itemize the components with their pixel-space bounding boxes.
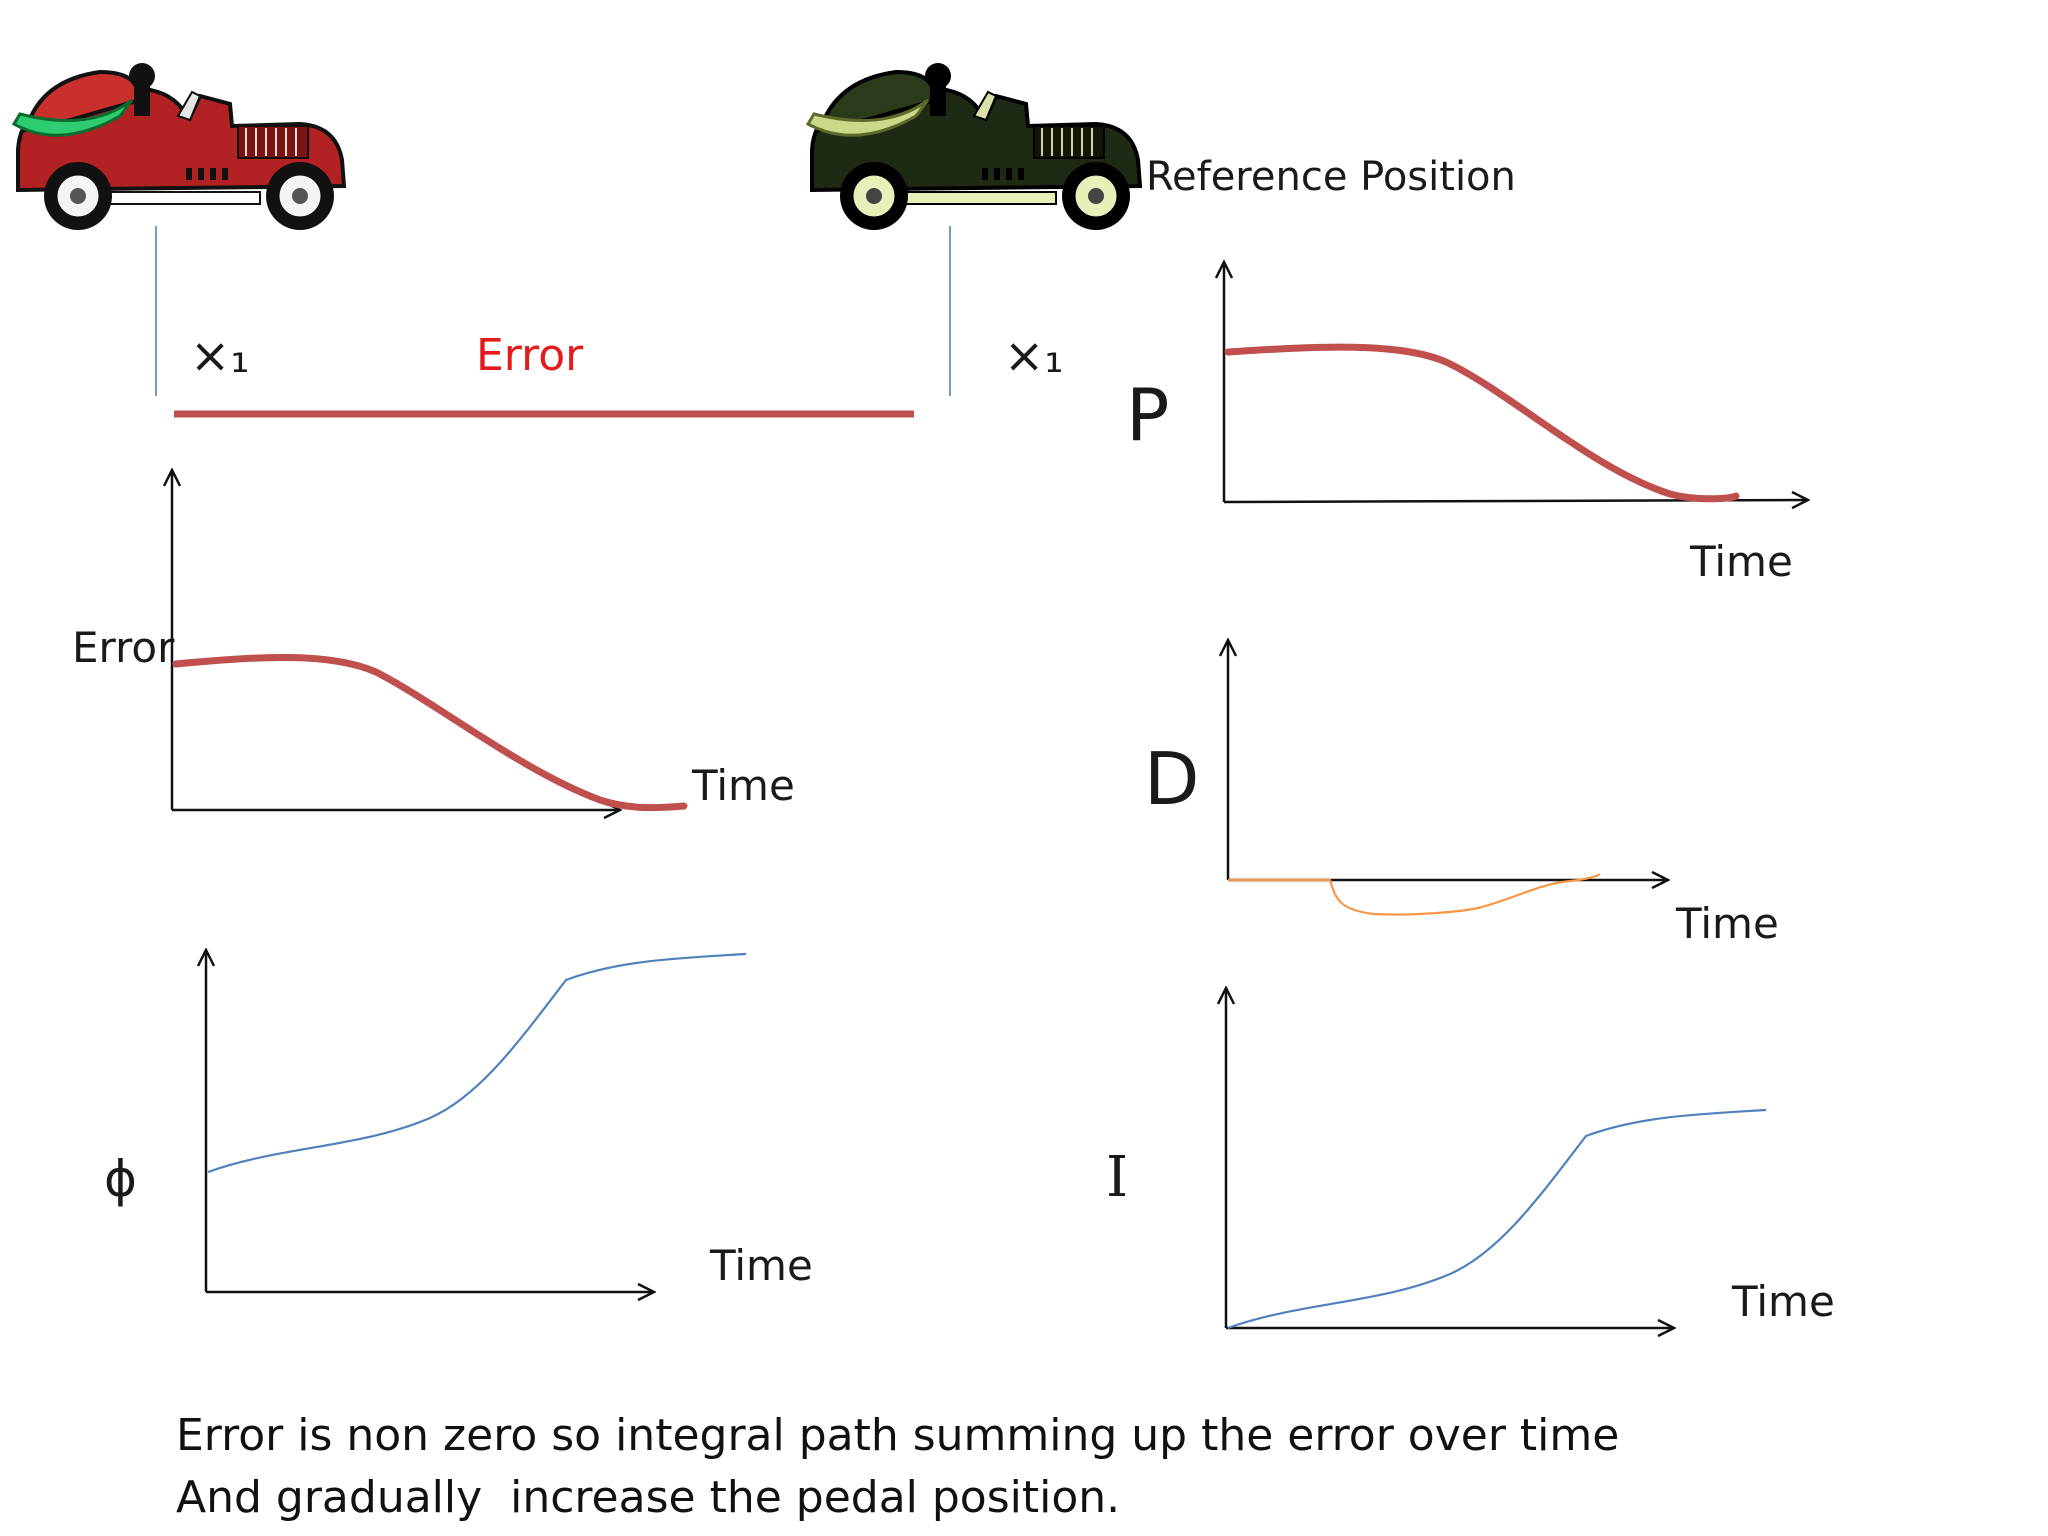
error-curve: [172, 653, 688, 812]
i-curve: [1227, 1108, 1767, 1330]
dark-racing-car-icon: [805, 63, 1143, 230]
d-chart-ylabel: D: [1144, 737, 1199, 821]
error-chart: Error Time: [72, 470, 795, 810]
p-chart: P Time: [1126, 262, 1808, 586]
phi-chart-xlabel: Time: [709, 1241, 813, 1290]
error-label: Error: [476, 330, 584, 381]
phi-chart-ylabel: ϕ: [104, 1150, 137, 1208]
d-curve: [1228, 873, 1601, 916]
caption-line-1: Error is non zero so integral path summi…: [176, 1410, 1620, 1461]
caption-line-2: And gradually increase the pedal positio…: [176, 1472, 1121, 1523]
i-chart-xlabel: Time: [1731, 1277, 1835, 1326]
i-chart: I Time: [1106, 988, 1835, 1328]
error-chart-ylabel: Error: [72, 623, 175, 672]
d-chart-xlabel: Time: [1675, 899, 1779, 948]
p-chart-xlabel: Time: [1689, 537, 1793, 586]
d-chart: D Time: [1144, 640, 1779, 948]
x1-left-label: ×₁: [190, 328, 249, 384]
red-racing-car-icon: [11, 63, 347, 230]
reference-position-label: Reference Position: [1146, 154, 1516, 200]
caption: Error is non zero so integral path summi…: [176, 1405, 1876, 1529]
error-chart-xlabel: Time: [691, 761, 795, 810]
p-curve: [1224, 343, 1740, 503]
phi-chart: ϕ Time: [104, 950, 813, 1292]
phi-curve: [207, 952, 747, 1174]
x1-right-label: ×₁: [1004, 328, 1063, 384]
p-chart-ylabel: P: [1126, 373, 1169, 457]
i-chart-ylabel: I: [1106, 1145, 1128, 1210]
